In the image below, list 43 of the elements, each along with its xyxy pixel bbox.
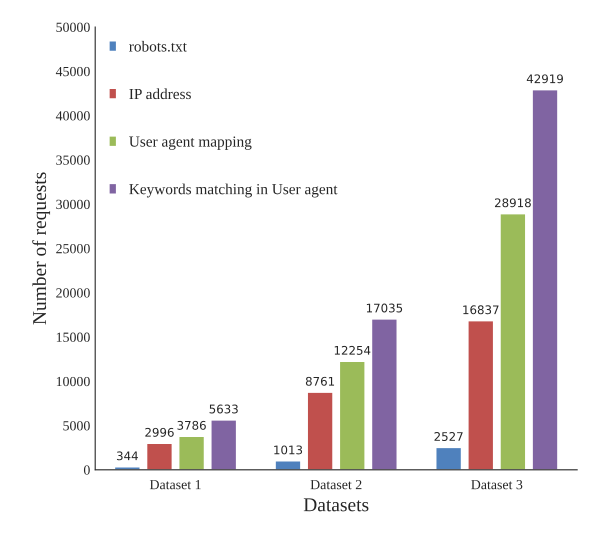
y-tick-label: 45000 <box>56 66 90 76</box>
x-axis-title: Datasets <box>304 498 368 512</box>
data-label: 12254 <box>334 346 370 355</box>
legend-label: robots.txt <box>129 40 187 52</box>
data-label: 344 <box>116 451 138 460</box>
bar <box>499 213 526 470</box>
bar <box>178 436 206 470</box>
bar <box>306 392 334 470</box>
bar <box>210 419 238 470</box>
y-tick-label: 35000 <box>56 155 90 165</box>
legend-label: User agent mapping <box>129 136 252 150</box>
data-label: 1013 <box>274 445 302 454</box>
y-tick-label: 50000 <box>56 22 90 32</box>
data-label: 16837 <box>463 305 499 314</box>
legend-label: Keywords matching in User agent <box>129 184 338 198</box>
bar <box>435 446 462 470</box>
y-tick-label: 25000 <box>56 244 90 254</box>
data-label: 28918 <box>494 198 531 208</box>
x-tick-label: Dataset 3 <box>471 480 522 490</box>
data-label: 17035 <box>366 304 402 312</box>
legend-label: IP address <box>129 88 191 100</box>
data-label: 3786 <box>177 420 206 430</box>
y-tick-label: 20000 <box>56 288 90 298</box>
y-axis-title: Number of requests <box>32 172 50 325</box>
data-label: 2527 <box>434 432 463 441</box>
y-tick-label: 40000 <box>56 111 90 121</box>
x-tick-label: Dataset 1 <box>150 480 201 490</box>
bar <box>338 360 366 470</box>
bar <box>467 320 494 470</box>
data-label: 2996 <box>145 428 174 437</box>
bar <box>531 89 559 470</box>
y-tick-label: 0 <box>84 465 90 475</box>
bar <box>274 460 302 470</box>
bar <box>146 442 174 470</box>
data-label: 42919 <box>526 74 563 84</box>
y-tick-label: 15000 <box>56 332 90 342</box>
y-tick-label: 30000 <box>56 200 90 210</box>
data-label: 5633 <box>210 404 238 414</box>
y-tick-label: 10000 <box>56 376 90 386</box>
x-tick-label: Dataset 2 <box>310 480 362 490</box>
bar <box>370 318 398 470</box>
data-label: 8761 <box>306 376 334 386</box>
y-tick-label: 5000 <box>63 421 90 430</box>
